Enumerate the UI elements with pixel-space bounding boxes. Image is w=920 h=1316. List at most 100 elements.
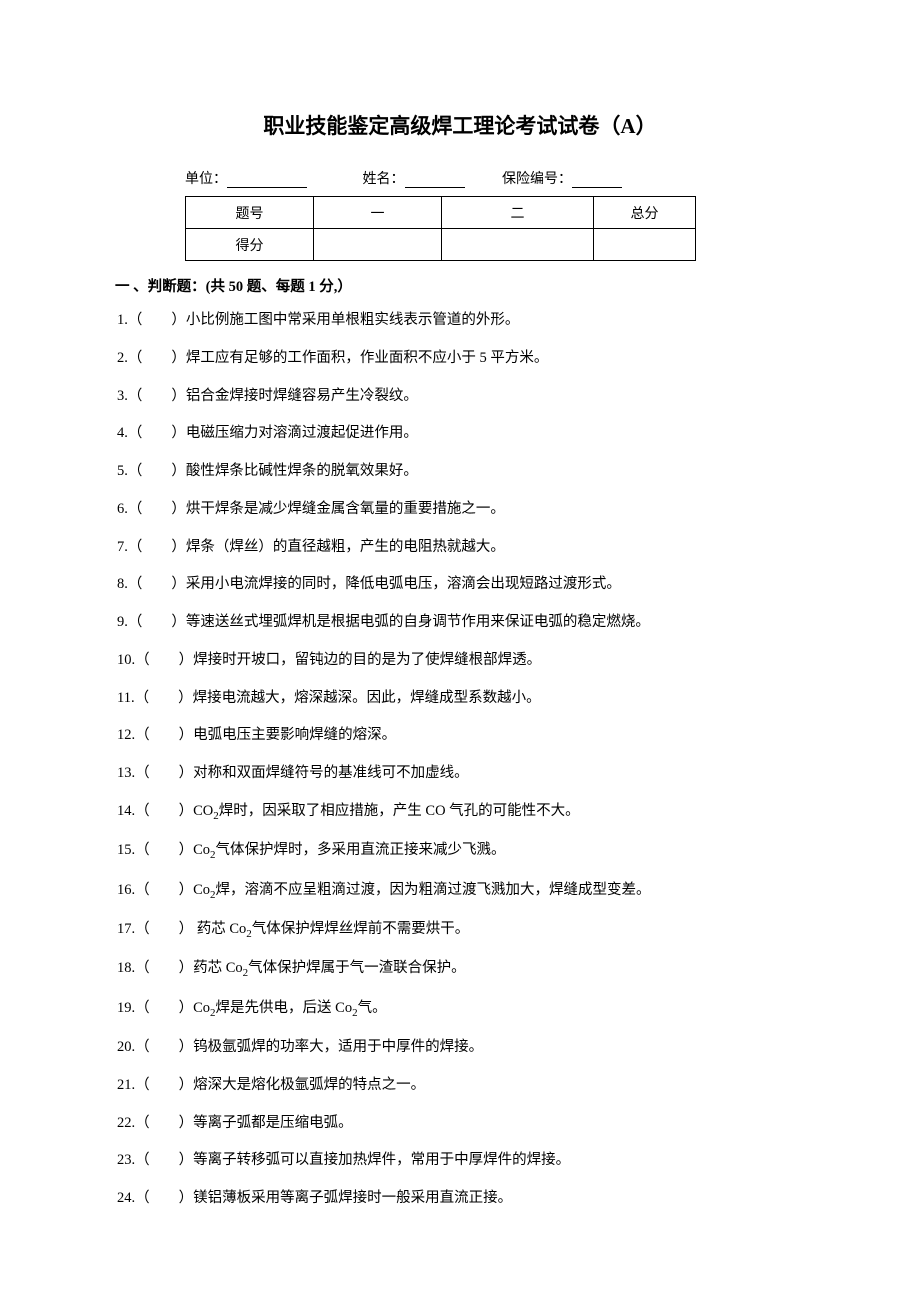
question-text: Co (193, 1000, 210, 1016)
answer-blank: （ ） (128, 614, 186, 630)
question-text: 焊是先供电，后送 Co (216, 1000, 353, 1016)
answer-blank: （ ） (128, 576, 186, 592)
question-item: 13.（ ）对称和双面焊缝符号的基准线可不加虚线。 (117, 763, 805, 785)
answer-blank: （ ） (128, 501, 186, 517)
question-item: 18.（ ）药芯 Co2气体保护焊属于气一渣联合保护。 (117, 958, 805, 981)
question-item: 15.（ ）Co2气体保护焊时，多采用直流正接来减少飞溅。 (117, 840, 805, 863)
score-cell-two (442, 229, 594, 261)
question-number: 7. (117, 539, 128, 555)
question-text: 熔深大是熔化极氩弧焊的特点之一。 (193, 1077, 425, 1093)
answer-blank: （ ） (135, 690, 193, 706)
question-text: 电弧电压主要影响焊缝的熔深。 (193, 727, 396, 743)
question-number: 24. (117, 1190, 135, 1206)
question-number: 9. (117, 614, 128, 630)
question-text: 焊接时开坡口，留钝边的目的是为了使焊缝根部焊透。 (193, 652, 541, 668)
score-cell-total (594, 229, 696, 261)
answer-blank: （ ） (135, 1000, 193, 1016)
answer-blank: （ ） (135, 1152, 193, 1168)
question-item: 3.（ ）铝合金焊接时焊缝容易产生冷裂纹。 (117, 386, 805, 408)
col-one-header: 一 (314, 197, 442, 229)
question-item: 23.（ ）等离子转移弧可以直接加热焊件，常用于中厚焊件的焊接。 (117, 1150, 805, 1172)
question-number: 1. (117, 312, 128, 328)
answer-blank: （ ） (135, 1115, 193, 1131)
question-item: 5.（ ）酸性焊条比碱性焊条的脱氧效果好。 (117, 461, 805, 483)
question-text: 气体保护焊属于气一渣联合保护。 (248, 960, 466, 976)
question-text: Co (193, 842, 210, 858)
answer-blank: （ ） (135, 1039, 193, 1055)
question-item: 8.（ ）采用小电流焊接的同时，降低电弧电压，溶滴会出现短路过渡形式。 (117, 574, 805, 596)
question-number: 17. (117, 921, 135, 937)
question-text: 药芯 Co (193, 921, 246, 937)
question-number: 23. (117, 1152, 135, 1168)
question-item: 14.（ ）CO2焊时，因采取了相应措施，产生 CO 气孔的可能性不大。 (117, 801, 805, 824)
question-item: 4.（ ）电磁压缩力对溶滴过渡起促进作用。 (117, 423, 805, 445)
question-number: 4. (117, 425, 128, 441)
question-item: 17.（ ） 药芯 Co2气体保护焊焊丝焊前不需要烘干。 (117, 919, 805, 942)
question-text: 气体保护焊焊丝焊前不需要烘干。 (252, 921, 470, 937)
question-text: 焊接电流越大，熔深越深。因此，焊缝成型系数越小。 (193, 690, 541, 706)
answer-blank: （ ） (128, 463, 186, 479)
unit-label: 单位： (185, 168, 227, 188)
question-number: 12. (117, 727, 135, 743)
question-text: 焊，溶滴不应呈粗滴过渡，因为粗滴过渡飞溅加大，焊缝成型变差。 (216, 882, 651, 898)
question-text: 气。 (358, 1000, 387, 1016)
question-number: 14. (117, 803, 135, 819)
answer-blank: （ ） (128, 350, 186, 366)
question-item: 16.（ ）Co2焊，溶滴不应呈粗滴过渡，因为粗滴过渡飞溅加大，焊缝成型变差。 (117, 880, 805, 903)
answer-blank: （ ） (135, 803, 193, 819)
question-item: 2.（ ）焊工应有足够的工作面积，作业面积不应小于 5 平方米。 (117, 348, 805, 370)
question-item: 24.（ ）镁铝薄板采用等离子弧焊接时一般采用直流正接。 (117, 1188, 805, 1210)
question-number: 6. (117, 501, 128, 517)
question-number: 18. (117, 960, 135, 976)
question-text: 烘干焊条是减少焊缝金属含氧量的重要措施之一。 (186, 501, 505, 517)
question-text: 焊条（焊丝）的直径越粗，产生的电阻热就越大。 (186, 539, 505, 555)
score-cell-one (314, 229, 442, 261)
code-blank (572, 187, 622, 188)
question-number: 15. (117, 842, 135, 858)
answer-blank: （ ） (135, 1190, 193, 1206)
answer-blank: （ ） (135, 842, 193, 858)
answer-blank: （ ） (135, 1077, 193, 1093)
question-item: 21.（ ）熔深大是熔化极氩弧焊的特点之一。 (117, 1075, 805, 1097)
question-text: 药芯 Co (193, 960, 243, 976)
answer-blank: （ ） (135, 727, 193, 743)
question-item: 7.（ ）焊条（焊丝）的直径越粗，产生的电阻热就越大。 (117, 537, 805, 559)
question-number: 10. (117, 652, 135, 668)
question-number: 22. (117, 1115, 135, 1131)
question-number: 2. (117, 350, 128, 366)
answer-blank: （ ） (135, 960, 193, 976)
question-number: 13. (117, 765, 135, 781)
question-text: 酸性焊条比碱性焊条的脱氧效果好。 (186, 463, 418, 479)
question-number: 5. (117, 463, 128, 479)
unit-blank (227, 187, 307, 188)
question-number: 3. (117, 388, 128, 404)
question-text: 镁铝薄板采用等离子弧焊接时一般采用直流正接。 (193, 1190, 512, 1206)
question-text: CO (193, 803, 213, 819)
student-info-line: 单位： 姓名： 保险编号： (185, 168, 805, 188)
exam-title: 职业技能鉴定高级焊工理论考试试卷（A） (115, 110, 805, 140)
score-table: 题号 一 二 总分 得分 (185, 196, 696, 261)
table-row: 题号 一 二 总分 (186, 197, 696, 229)
question-item: 1.（ ）小比例施工图中常采用单根粗实线表示管道的外形。 (117, 310, 805, 332)
answer-blank: （ ） (128, 539, 186, 555)
question-number: 21. (117, 1077, 135, 1093)
question-item: 11.（ ）焊接电流越大，熔深越深。因此，焊缝成型系数越小。 (117, 688, 805, 710)
question-text: 等离子弧都是压缩电弧。 (193, 1115, 353, 1131)
question-text: 等离子转移弧可以直接加热焊件，常用于中厚焊件的焊接。 (193, 1152, 570, 1168)
answer-blank: （ ） (135, 652, 193, 668)
question-text: 小比例施工图中常采用单根粗实线表示管道的外形。 (186, 312, 520, 328)
question-number: 16. (117, 882, 135, 898)
question-item: 9.（ ）等速送丝式埋弧焊机是根据电弧的自身调节作用来保证电弧的稳定燃烧。 (117, 612, 805, 634)
question-text: 钨极氩弧焊的功率大，适用于中厚件的焊接。 (193, 1039, 483, 1055)
question-item: 20.（ ）钨极氩弧焊的功率大，适用于中厚件的焊接。 (117, 1037, 805, 1059)
question-text: 采用小电流焊接的同时，降低电弧电压，溶滴会出现短路过渡形式。 (186, 576, 621, 592)
question-text: 对称和双面焊缝符号的基准线可不加虚线。 (193, 765, 469, 781)
question-text: 电磁压缩力对溶滴过渡起促进作用。 (186, 425, 418, 441)
code-label: 保险编号： (502, 168, 572, 188)
question-text: 焊工应有足够的工作面积，作业面积不应小于 5 平方米。 (186, 350, 549, 366)
question-item: 22.（ ）等离子弧都是压缩电弧。 (117, 1113, 805, 1135)
question-item: 6.（ ）烘干焊条是减少焊缝金属含氧量的重要措施之一。 (117, 499, 805, 521)
answer-blank: （ ） (135, 882, 193, 898)
answer-blank: （ ） (128, 388, 186, 404)
question-item: 10.（ ）焊接时开坡口，留钝边的目的是为了使焊缝根部焊透。 (117, 650, 805, 672)
